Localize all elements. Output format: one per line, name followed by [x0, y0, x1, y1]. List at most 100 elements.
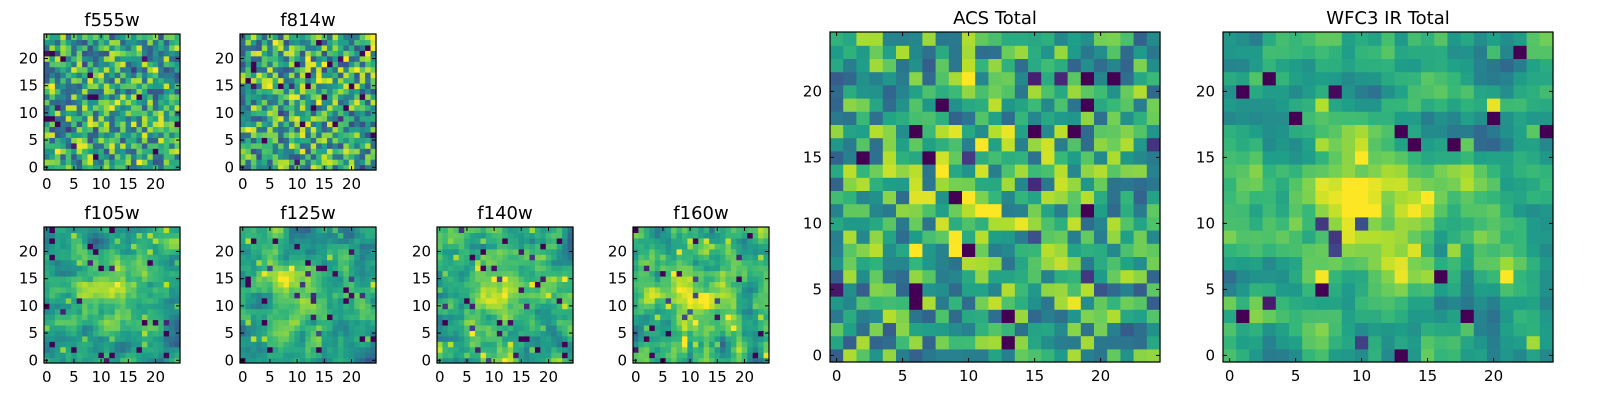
heatmap-cell — [305, 248, 312, 255]
heatmap-cell — [174, 292, 181, 299]
heatmap-cell — [131, 55, 138, 62]
heatmap-cell — [49, 93, 56, 100]
heatmap-cell — [896, 243, 910, 257]
heatmap-cell — [305, 61, 312, 68]
heatmap-cell — [703, 314, 710, 321]
heatmap-cell — [299, 159, 306, 166]
heatmap-cell — [163, 346, 170, 353]
heatmap-cell — [730, 335, 737, 342]
heatmap-cell — [54, 319, 61, 326]
heatmap-cell — [365, 308, 372, 315]
heatmap-cell — [1407, 296, 1422, 310]
heatmap-cell — [240, 104, 247, 111]
heatmap-cell — [518, 341, 525, 348]
heatmap-cell — [485, 319, 492, 326]
heatmap-cell — [681, 248, 688, 255]
heatmap-cell — [491, 254, 498, 261]
heatmap-cell — [114, 330, 121, 337]
heatmap-cell — [152, 237, 159, 244]
heatmap-cell — [869, 269, 884, 284]
heatmap-cell — [343, 77, 350, 84]
heatmap-cell — [551, 248, 558, 255]
heatmap-cell — [469, 275, 476, 282]
heatmap-cell — [327, 297, 334, 304]
heatmap-cell — [1001, 309, 1016, 323]
heatmap-cell — [109, 39, 116, 46]
heatmap-cell — [92, 352, 99, 359]
heatmap-cell — [245, 292, 252, 299]
heatmap-cell — [49, 137, 56, 144]
heatmap-cell — [1341, 243, 1356, 257]
heatmap-cell — [65, 292, 72, 299]
heatmap-cell — [316, 72, 323, 79]
heatmap-cell — [1067, 58, 1082, 73]
heatmap-cell — [692, 248, 699, 255]
heatmap-cell — [60, 39, 67, 46]
heatmap-cell — [316, 110, 323, 117]
heatmap-cell — [513, 248, 520, 255]
heatmap-cell — [1262, 230, 1277, 244]
heatmap-cell — [120, 275, 127, 282]
heatmap-cell — [272, 259, 279, 266]
heatmap-cell — [1473, 164, 1488, 178]
heatmap-cell — [485, 243, 492, 250]
heatmap-cell — [649, 270, 656, 277]
x-tick-label: 5 — [69, 368, 79, 386]
heatmap-cell — [158, 275, 165, 282]
heatmap-cell — [464, 270, 471, 277]
heatmap-cell — [1054, 335, 1069, 350]
heatmap-cell — [337, 121, 344, 128]
heatmap-cell — [747, 270, 754, 277]
heatmap-cell — [44, 88, 51, 95]
heatmap-cell — [703, 308, 710, 315]
heatmap-cell — [359, 319, 366, 326]
heatmap-cell — [1302, 177, 1316, 191]
heatmap-cell — [1107, 269, 1121, 284]
heatmap-cell — [92, 142, 99, 149]
heatmap-cell — [261, 346, 268, 353]
heatmap-cell — [1315, 335, 1330, 350]
heatmap-cell — [725, 275, 732, 282]
heatmap-cell — [1487, 322, 1501, 337]
heatmap-cell — [54, 254, 61, 261]
heatmap-cell — [1460, 164, 1475, 178]
heatmap-cell — [136, 292, 143, 299]
heatmap-cell — [87, 308, 94, 315]
heatmap-cell — [87, 227, 94, 234]
heatmap-cell — [82, 50, 89, 57]
heatmap-cell — [480, 341, 487, 348]
heatmap-cell — [370, 72, 377, 79]
heatmap-cell — [49, 164, 56, 171]
heatmap-cell — [882, 322, 897, 337]
heatmap-cell — [1054, 98, 1069, 112]
heatmap-cell — [1014, 164, 1029, 178]
heatmap-cell — [935, 150, 950, 165]
heatmap-cell — [730, 346, 737, 353]
x-tick-label: 5 — [69, 175, 79, 193]
heatmap-cell — [909, 137, 923, 152]
heatmap-cell — [299, 66, 306, 73]
heatmap-cell — [1473, 203, 1488, 218]
heatmap-cell — [305, 303, 312, 310]
heatmap-cell — [633, 335, 640, 342]
heatmap-cell — [125, 308, 132, 315]
heatmap-cell — [1539, 177, 1554, 191]
heatmap-cell — [1368, 296, 1382, 310]
heatmap-cell — [1133, 84, 1148, 99]
heatmap-cell — [92, 297, 99, 304]
heatmap-cell — [747, 286, 754, 293]
heatmap-cell — [169, 324, 176, 331]
heatmap-cell — [665, 314, 672, 321]
heatmap-cell — [896, 98, 910, 112]
heatmap-cell — [447, 265, 454, 272]
heatmap-cell — [1028, 296, 1042, 310]
heatmap-cell — [1133, 137, 1148, 152]
heatmap-cell — [736, 346, 743, 353]
heatmap-cell — [758, 227, 765, 234]
heatmap-cell — [1289, 309, 1303, 323]
heatmap-cell — [44, 115, 51, 122]
heatmap-cell — [518, 303, 525, 310]
heatmap-cell — [321, 341, 328, 348]
heatmap-cell — [496, 319, 503, 326]
heatmap-cell — [491, 330, 498, 337]
